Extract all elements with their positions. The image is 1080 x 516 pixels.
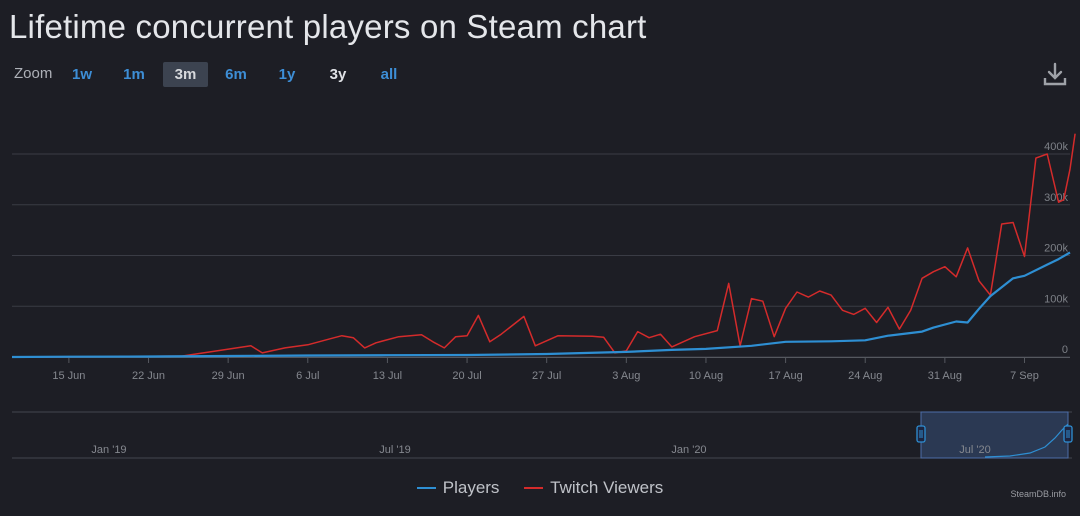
x-tick-label: 10 Aug bbox=[689, 370, 723, 382]
x-tick-label: 3 Aug bbox=[612, 370, 640, 382]
credits[interactable]: SteamDB.info bbox=[1010, 489, 1066, 499]
x-axis-ticks: 15 Jun 22 Jun 29 Jun 6 Jul 13 Jul 20 Jul 27 Ju… bbox=[52, 357, 1039, 382]
chart-title: Lifetime concurrent players on Steam cha… bbox=[9, 8, 647, 45]
zoom-1y-button[interactable]: 1y bbox=[278, 66, 296, 83]
legend-label-twitch: Twitch Viewers bbox=[550, 478, 664, 497]
navigator-selection[interactable] bbox=[920, 411, 1069, 459]
zoom-label: Zoom bbox=[14, 65, 53, 82]
x-tick-label: 7 Sep bbox=[1010, 370, 1039, 382]
x-tick-label: 17 Aug bbox=[768, 370, 802, 382]
download-icon[interactable] bbox=[1040, 60, 1070, 90]
navigator-label: Jul '19 bbox=[379, 444, 410, 456]
zoom-1m-button[interactable]: 1m bbox=[123, 66, 145, 83]
navigator-label: Jan '20 bbox=[671, 444, 706, 456]
x-tick-label: 31 Aug bbox=[928, 370, 962, 382]
x-tick-label: 27 Jul bbox=[532, 370, 561, 382]
y-tick-label: 200k bbox=[1044, 243, 1068, 255]
x-tick-label: 29 Jun bbox=[212, 370, 245, 382]
navigator[interactable]: Jan '19 Jul '19 Jan '20 Jul '20 bbox=[12, 411, 1073, 459]
x-tick-label: 15 Jun bbox=[52, 370, 85, 382]
y-tick-label: 0 bbox=[1062, 344, 1068, 356]
x-tick-label: 22 Jun bbox=[132, 370, 165, 382]
legend-label-players: Players bbox=[442, 478, 500, 497]
legend-swatch-players bbox=[416, 486, 436, 489]
legend-swatch-twitch bbox=[524, 486, 544, 489]
navigator-handle-right[interactable] bbox=[1063, 425, 1073, 443]
navigator-handle-left[interactable] bbox=[916, 425, 926, 443]
y-tick-label: 400k bbox=[1044, 141, 1068, 153]
legend-item-players[interactable]: Players bbox=[416, 478, 500, 498]
navigator-label: Jan '19 bbox=[91, 444, 126, 456]
zoom-6m-button[interactable]: 6m bbox=[225, 66, 247, 83]
twitch-viewers-line bbox=[11, 133, 1076, 358]
zoom-1w-button[interactable]: 1w bbox=[71, 66, 92, 83]
legend: Players Twitch Viewers bbox=[0, 478, 1080, 500]
navigator-series-line bbox=[984, 423, 1069, 458]
x-tick-label: 20 Jul bbox=[452, 370, 481, 382]
x-tick-label: 6 Jul bbox=[296, 370, 319, 382]
zoom-3m-button[interactable]: 3m bbox=[163, 62, 208, 87]
zoom-all-button[interactable]: all bbox=[380, 66, 398, 83]
legend-item-twitch[interactable]: Twitch Viewers bbox=[524, 478, 663, 498]
x-tick-label: 24 Aug bbox=[848, 370, 882, 382]
navigator-label: Jul '20 bbox=[959, 444, 990, 456]
players-line bbox=[11, 251, 1071, 359]
y-tick-label: 100k bbox=[1044, 293, 1068, 305]
x-tick-label: 13 Jul bbox=[373, 370, 402, 382]
zoom-3y-button[interactable]: 3y bbox=[329, 66, 347, 83]
series-lines bbox=[11, 133, 1076, 359]
grid-lines bbox=[12, 153, 1070, 358]
